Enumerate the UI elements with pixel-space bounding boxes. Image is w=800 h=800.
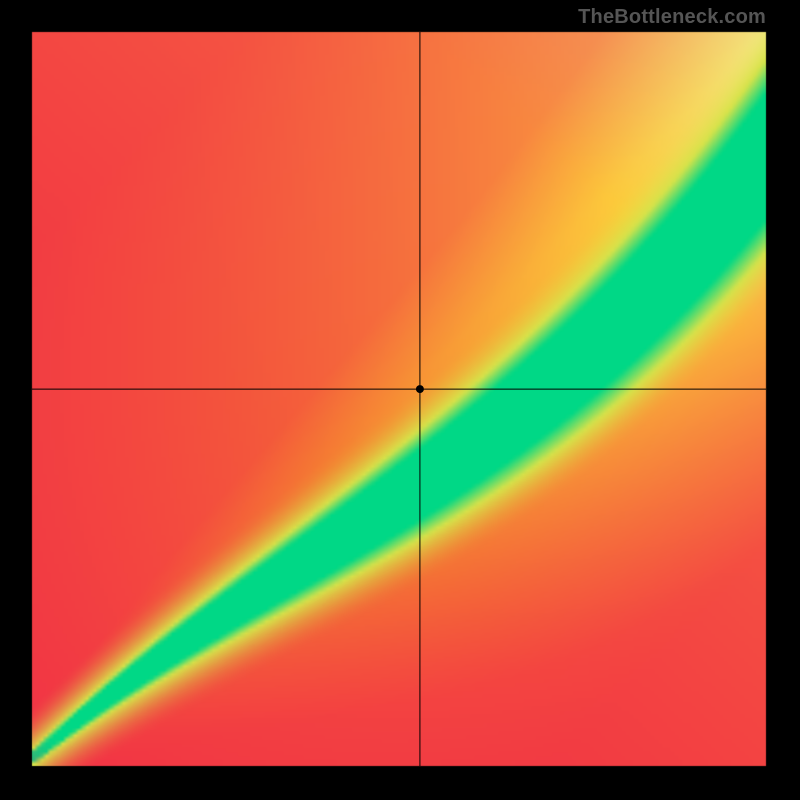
chart-wrapper: TheBottleneck.com: [0, 0, 800, 800]
watermark-text: TheBottleneck.com: [578, 6, 766, 29]
heatmap-canvas: [0, 0, 800, 800]
